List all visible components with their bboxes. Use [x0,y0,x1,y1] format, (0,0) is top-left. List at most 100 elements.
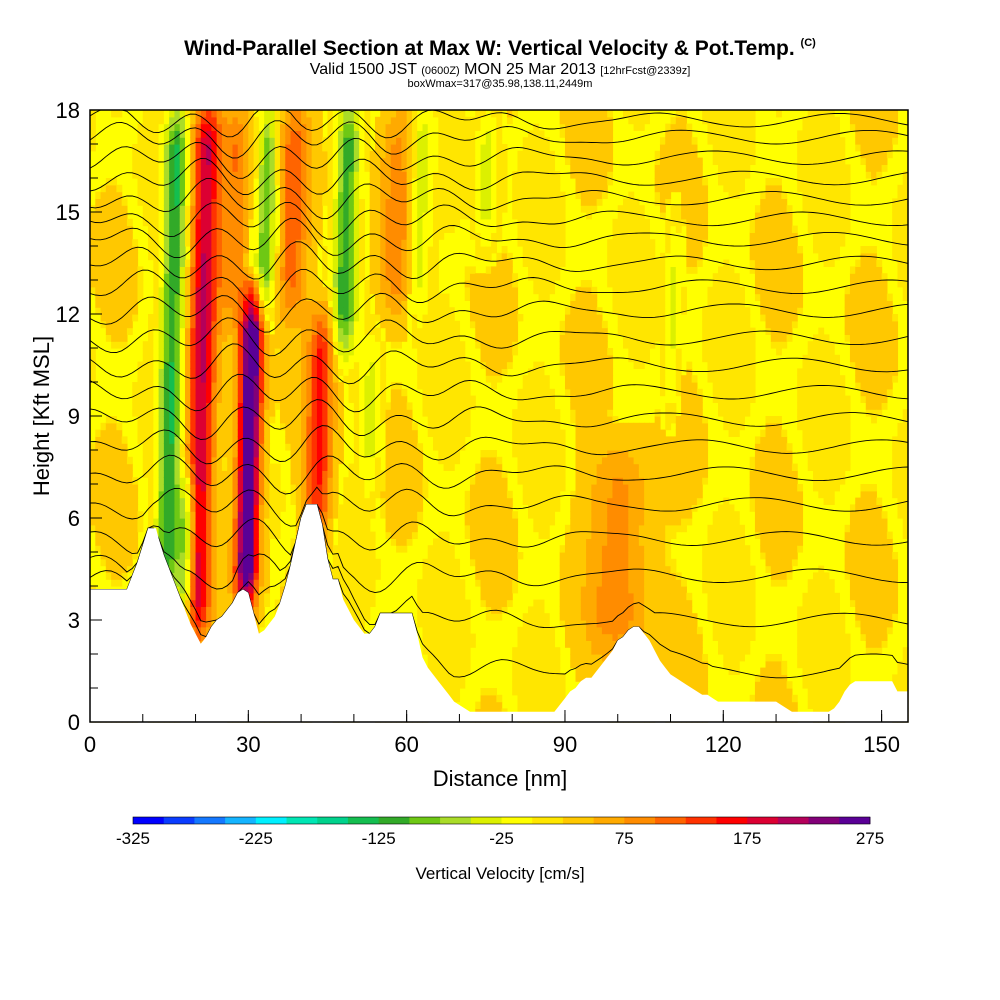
field-cell [338,422,344,431]
field-cell [443,198,450,206]
field-cell [200,225,207,233]
field-cell [243,157,249,165]
field-cell [411,286,418,295]
field-cell [243,382,249,390]
field-cell [206,572,212,580]
field-cell [126,456,133,465]
field-cell [90,246,96,254]
field-cell [216,307,223,315]
field-cell [163,144,170,152]
field-cell [206,348,212,356]
field-cell [427,218,434,227]
field-cell [221,157,228,165]
field-cell [132,395,139,403]
field-cell [348,504,355,512]
field-cell [406,422,413,431]
field-cell [200,307,207,315]
field-cell [253,150,260,159]
field-cell [396,110,402,118]
field-cell [116,320,123,329]
field-cell [174,232,181,240]
field-cell [443,375,450,383]
field-cell [206,368,212,376]
field-cell [195,633,202,641]
field-cell [216,348,223,356]
field-cell [301,320,307,329]
field-cell [111,320,117,329]
field-cell [427,314,434,322]
field-cell [179,178,186,186]
field-cell [153,246,160,254]
field-cell [364,164,371,172]
field-cell [163,348,170,356]
field-cell [174,470,181,478]
field-cell [285,205,292,213]
field-cell [253,599,260,607]
field-cell [438,572,445,580]
field-cell [343,586,350,594]
field-cell [433,633,439,641]
field-cell [216,212,223,220]
field-cell [264,477,271,485]
field-cell [184,402,191,410]
field-cell [438,545,445,553]
field-cell [359,218,366,227]
field-cell [316,212,323,220]
field-cell [364,599,371,607]
field-cell [169,164,176,172]
field-cell [385,314,392,322]
field-cell [343,293,350,301]
field-cell [221,470,228,478]
field-cell [343,178,350,186]
field-cell [221,205,228,213]
field-cell [311,252,318,261]
field-cell [306,402,313,410]
field-cell [427,273,434,281]
field-cell [454,694,461,703]
field-cell [258,402,265,410]
field-cell [448,402,455,410]
field-cell [148,361,154,369]
field-cell [184,368,191,376]
field-cell [364,382,371,390]
field-cell [111,545,117,553]
field-cell [142,116,149,125]
field-cell [184,198,191,206]
field-cell [174,300,181,308]
field-cell [253,538,260,546]
field-cell [364,327,371,335]
field-cell [121,286,128,295]
field-cell [221,300,228,308]
field-cell [369,388,376,397]
field-cell [237,395,244,403]
field-cell [401,232,408,240]
field-cell [348,239,355,247]
field-cell [422,314,429,322]
field-cell [153,307,160,315]
field-cell [364,497,371,505]
field-cell [411,116,418,125]
field-cell [369,327,376,335]
field-cell [264,409,271,417]
field-cell [385,511,392,519]
field-cell [332,171,339,179]
field-cell [142,395,149,403]
field-cell [121,463,128,471]
field-cell [227,463,234,471]
field-cell [174,171,181,179]
field-cell [279,178,286,186]
field-cell [433,273,439,281]
field-cell [258,225,265,233]
field-cell [248,565,255,573]
field-cell [243,178,249,186]
field-cell [158,375,165,383]
field-cell [406,266,413,274]
field-cell [248,490,255,499]
field-cell [364,606,371,614]
field-cell [148,171,154,179]
field-cell [417,477,424,485]
field-cell [179,422,186,431]
field-cell [364,286,371,295]
field-cell [211,307,218,315]
field-cell [316,416,323,424]
